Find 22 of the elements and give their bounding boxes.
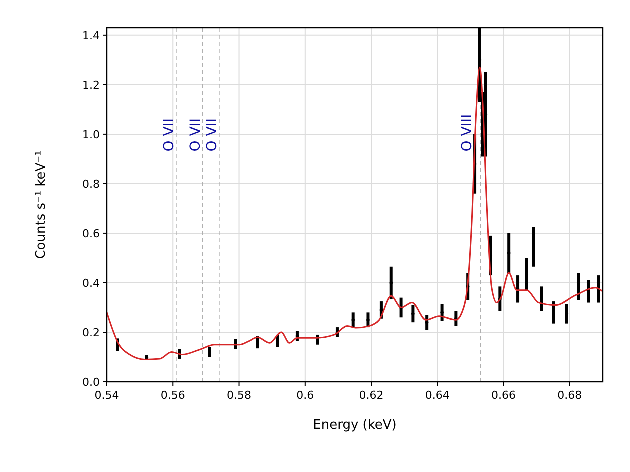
x-tick-label: 0.64 — [425, 389, 450, 402]
ref-line-label: O VII — [188, 118, 204, 152]
x-tick-label: 0.56 — [160, 389, 186, 402]
y-tick-label: 0.2 — [82, 326, 100, 340]
ref-line-label: O VII — [204, 118, 220, 152]
x-tick-label: 0.54 — [94, 389, 120, 402]
x-axis-title: Energy (keV) — [313, 418, 397, 433]
y-axis-title: Counts s⁻¹ keV⁻¹ — [34, 150, 49, 260]
x-tick-label: 0.66 — [492, 389, 516, 402]
y-tick-label: 1.0 — [82, 128, 100, 142]
ref-line-label: O VII — [161, 118, 178, 152]
y-tick-label: 0.6 — [82, 227, 100, 240]
x-tick-label: 0.58 — [227, 389, 252, 402]
x-tick-label: 0.62 — [359, 389, 384, 402]
x-tick-label: 0.68 — [558, 389, 582, 402]
y-tick-label: 0.8 — [82, 178, 100, 191]
y-tick-label: 1.4 — [82, 29, 100, 42]
ref-line-label: O VIII — [460, 114, 476, 152]
y-tick-label: 1.2 — [82, 78, 100, 92]
y-tick-label: 0.0 — [82, 376, 100, 389]
y-tick-label: 0.4 — [82, 276, 100, 290]
x-tick-label: 0.6 — [296, 389, 314, 402]
